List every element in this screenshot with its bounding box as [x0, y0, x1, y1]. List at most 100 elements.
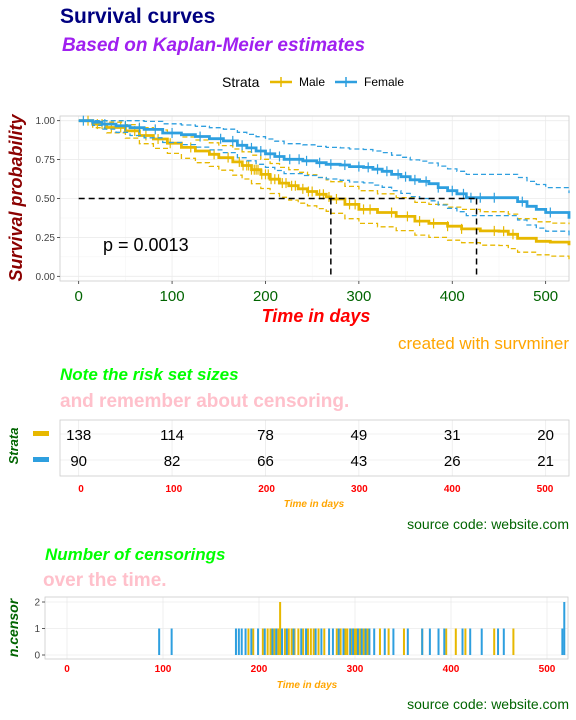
- risk-table-x-tick-label: 300: [351, 484, 368, 495]
- km-plot-area: [78, 115, 571, 277]
- censor-plot-x-tick-label: 200: [251, 664, 268, 675]
- censor-bar-female: [237, 628, 240, 655]
- censor-bar-female: [352, 628, 355, 655]
- legend-key-male: [270, 77, 292, 87]
- censor-bar-female: [328, 628, 331, 655]
- km-y-tick-label: 0.50: [36, 194, 56, 205]
- censor-plot-x-tick-label: 400: [443, 664, 460, 675]
- censor-bar-female: [373, 628, 376, 655]
- censor-bar-male: [261, 628, 264, 655]
- censor-bar-female: [170, 628, 173, 655]
- censor-bar-male: [309, 628, 312, 655]
- km-x-axis: 0 100 200 300 400 500: [75, 281, 558, 305]
- km-x-tick-label: 400: [440, 288, 465, 305]
- censor-plot-x-axis-title: Time in days: [277, 680, 338, 691]
- censor-bar-female: [158, 628, 161, 655]
- censor-plot-bars: [158, 602, 566, 655]
- risk-table-x-tick-label: 200: [258, 484, 275, 495]
- censor-bar-female: [469, 628, 472, 655]
- censor-plot-x-tick-label: 500: [539, 664, 556, 675]
- risk-table-cells: 138 114 78 49 31 20 90 82 66 43 26 21: [66, 427, 554, 470]
- km-x-tick-label: 300: [346, 288, 371, 305]
- censor-bar-male: [279, 602, 282, 655]
- km-x-tick-label: 200: [253, 288, 278, 305]
- censor-bar-female: [234, 628, 237, 655]
- km-y-tick-label: 1.00: [36, 116, 56, 127]
- km-y-tick-label: 0.25: [36, 233, 56, 244]
- risk-table-cell: 66: [257, 453, 274, 470]
- survminer-caption: created with survminer: [398, 334, 569, 353]
- censor-bar-female: [349, 628, 352, 655]
- censor-bar-male: [346, 628, 349, 655]
- censor-plot-subtitle: over the time.: [43, 570, 167, 591]
- risk-table-gridlines: [60, 420, 569, 476]
- risk-table-x-tick-label: 100: [165, 484, 182, 495]
- censor-bar-female: [342, 628, 345, 655]
- censor-bar-female: [360, 628, 363, 655]
- censor-bar-female: [406, 628, 409, 655]
- risk-table-title: Note the risk set sizes: [60, 365, 239, 384]
- censor-bar-female: [331, 628, 334, 655]
- censor-bar-female: [368, 628, 371, 655]
- plot-subtitle: Based on Kaplan-Meier estimates: [62, 35, 365, 56]
- censor-bar-female: [364, 628, 367, 655]
- censor-bar-female: [320, 628, 323, 655]
- censor-bar-female: [502, 628, 505, 655]
- censor-bar-male: [302, 628, 305, 655]
- km-x-tick-label: 100: [160, 288, 185, 305]
- risk-table-x-axis-title: Time in days: [284, 499, 345, 510]
- legend-label-female: Female: [364, 75, 404, 89]
- censor-bar-male: [252, 628, 255, 655]
- censor-bar-male: [317, 628, 320, 655]
- censor-bar-female: [356, 628, 359, 655]
- km-ci-lower-female: [78, 120, 570, 238]
- censor-bar-female: [443, 628, 446, 655]
- censor-plot-x-tick-label: 100: [155, 664, 172, 675]
- censor-bar-female: [244, 628, 247, 655]
- km-x-tick-label: 500: [533, 288, 558, 305]
- censor-bar-female: [314, 628, 317, 655]
- risk-table-cell: 114: [160, 427, 184, 444]
- censor-bar-female: [480, 628, 483, 655]
- censor-bar-female: [271, 628, 274, 655]
- censor-bar-male: [445, 628, 448, 655]
- km-curve-female: [78, 119, 571, 219]
- censor-bar-female: [285, 628, 288, 655]
- censor-plot-x-tick-label: 0: [64, 664, 70, 675]
- censor-bar-female: [563, 602, 566, 655]
- censor-bar-male: [247, 628, 250, 655]
- censor-bar-male: [297, 628, 300, 655]
- censor-bar-male: [335, 628, 338, 655]
- censor-plot-title: Number of censorings: [45, 545, 225, 564]
- legend-title: Strata: [222, 74, 260, 90]
- risk-table-y-axis-title: Strata: [6, 428, 21, 465]
- risk-table-panel-border: [59, 419, 570, 477]
- legend: Strata Male Female: [222, 74, 404, 90]
- censor-bar-female: [497, 628, 500, 655]
- km-ci-upper-female: [78, 120, 570, 194]
- km-y-axis: 0.00 0.25 0.50 0.75 1.00: [36, 116, 60, 283]
- censor-bar-male: [512, 628, 515, 655]
- risk-table-cell: 31: [444, 427, 461, 444]
- censor-bar-female: [240, 628, 243, 655]
- risk-table-cell: 49: [351, 427, 368, 444]
- censor-bar-male: [277, 628, 280, 655]
- censor-plot-x-tick-label: 300: [347, 664, 364, 675]
- censor-bar-male: [287, 628, 290, 655]
- km-y-tick-label: 0.75: [36, 155, 56, 166]
- km-y-axis-title: Survival probability: [6, 113, 26, 281]
- km-curve-male: [78, 119, 571, 246]
- censor-bar-female: [300, 628, 303, 655]
- p-value-label: p = 0.0013: [103, 235, 189, 255]
- risk-table-key-male: [33, 431, 49, 436]
- censor-bar-male: [464, 628, 467, 655]
- risk-table-cell: 138: [66, 427, 91, 444]
- censor-plot-panel-border: [44, 596, 569, 660]
- censor-bar-male: [290, 628, 293, 655]
- plot-title: Survival curves: [60, 5, 215, 28]
- risk-table-cell: 43: [351, 453, 368, 470]
- source-caption-1: source code: website.com: [407, 516, 569, 532]
- censor-plot-y-tick-label: 0: [34, 651, 40, 662]
- risk-table-cell: 26: [444, 453, 461, 470]
